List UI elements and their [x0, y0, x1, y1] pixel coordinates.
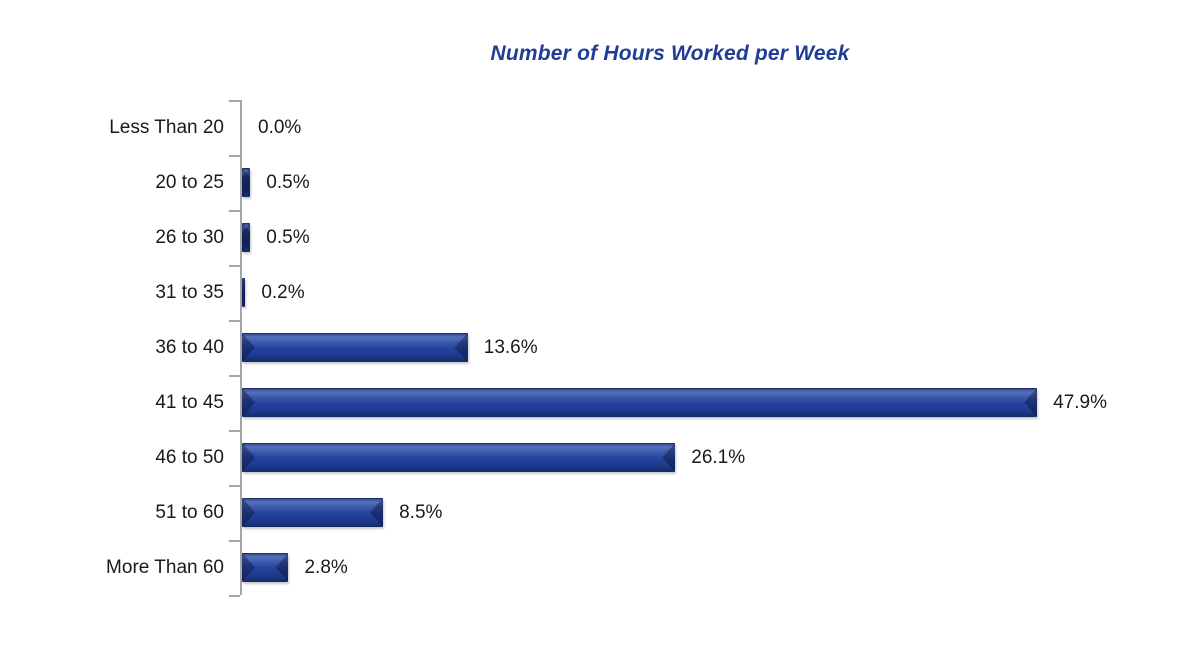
value-label: 47.9% — [1053, 391, 1107, 413]
bar — [242, 443, 676, 472]
value-label: 26.1% — [691, 446, 746, 468]
value-label: 0.5% — [266, 171, 310, 193]
category-label: 36 to 40 — [155, 336, 224, 358]
bar — [242, 388, 1038, 417]
axis-tick — [229, 485, 240, 487]
category-label: 51 to 60 — [155, 501, 224, 523]
bar-row: 51 to 60 8.5% — [0, 485, 1184, 540]
value-label: 2.8% — [304, 556, 348, 578]
bar-row: 31 to 35 0.2% — [0, 265, 1184, 320]
axis-tick — [229, 320, 240, 322]
value-label: 0.0% — [258, 116, 302, 138]
category-label: More Than 60 — [106, 556, 224, 578]
axis-tick — [229, 265, 240, 267]
axis-tick — [229, 375, 240, 377]
axis-tick — [229, 430, 240, 432]
bar-row: 20 to 25 0.5% — [0, 155, 1184, 210]
axis-tick — [229, 155, 240, 157]
bar-row: Less Than 20 0.0% — [0, 100, 1184, 155]
category-label: 41 to 45 — [155, 391, 224, 413]
bar-row: More Than 60 2.8% — [0, 540, 1184, 595]
chart-title: Number of Hours Worked per Week — [490, 42, 850, 65]
value-label: 13.6% — [483, 336, 538, 358]
category-label: 20 to 25 — [155, 171, 224, 193]
value-label: 8.5% — [399, 501, 443, 523]
category-label: Less Than 20 — [109, 116, 224, 138]
axis-tick — [229, 210, 240, 212]
bar — [242, 553, 289, 582]
value-label: 0.5% — [266, 226, 310, 248]
bar — [242, 498, 384, 527]
axis-tick — [229, 100, 240, 102]
category-axis-line — [240, 100, 242, 595]
bar-row: 36 to 40 13.6% — [0, 320, 1184, 375]
value-label: 0.2% — [261, 281, 305, 303]
bar — [242, 333, 468, 362]
bar-row: 41 to 45 47.9% — [0, 375, 1184, 430]
axis-tick — [229, 540, 240, 542]
bar-row: 26 to 30 0.5% — [0, 210, 1184, 265]
bar — [242, 278, 246, 307]
bar-row: 46 to 50 26.1% — [0, 430, 1184, 485]
axis-tick — [229, 595, 240, 597]
category-label: 46 to 50 — [155, 446, 224, 468]
category-label: 31 to 35 — [155, 281, 224, 303]
bar — [242, 168, 251, 197]
chart-rows: Less Than 20 0.0% 20 to 25 0.5% 26 to 30… — [0, 100, 1184, 595]
bar — [242, 223, 251, 252]
category-label: 26 to 30 — [155, 226, 224, 248]
